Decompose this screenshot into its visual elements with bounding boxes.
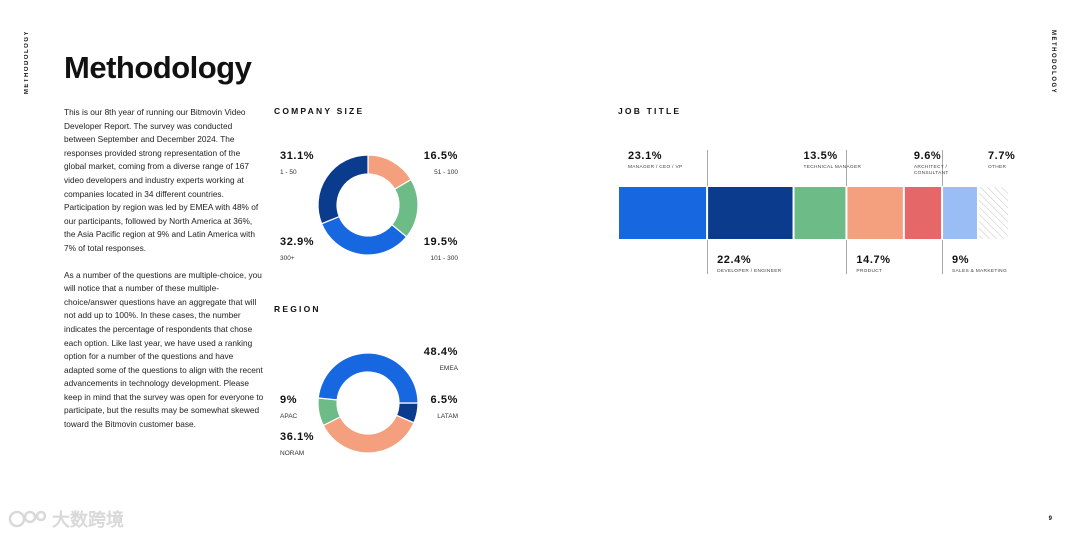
company-size-label-1-50: 31.1% 1 - 50 (280, 150, 314, 176)
label-tick (941, 150, 943, 186)
segment-percent: 22.4% (717, 254, 752, 266)
side-section-label-right: METHODOLOGY (1050, 30, 1056, 95)
company-size-label-101-300: 19.5% 101 - 300 (404, 236, 458, 262)
job-title-label: 13.5% TECHNICAL MANAGER (804, 150, 862, 171)
company-size-label-300plus: 32.9% 300+ (280, 236, 314, 262)
intro-paragraph-2: As a number of the questions are multipl… (64, 269, 264, 430)
segment-category: OTHER (987, 165, 1007, 170)
job-title-label: 9% SALES & MARKETING (952, 254, 1007, 275)
slice-category: EMEA (439, 365, 458, 372)
segment-percent: 9% (952, 254, 970, 266)
slice-percent: 32.9% (280, 236, 315, 248)
job-title-label: 23.1% MANAGER / CEO / VP (628, 150, 682, 171)
bar-segment-technical-manager (794, 187, 846, 239)
side-section-label-left: METHODOLOGY (24, 30, 30, 95)
job-title-title: JOB TITLE (618, 106, 682, 116)
watermark-logo-icon (8, 510, 47, 528)
page-number: 9 (1048, 516, 1052, 522)
slice-percent: 31.1% (280, 150, 315, 162)
region-label-noram: 36.1% NORAM (280, 431, 314, 457)
slice-percent: 19.5% (423, 236, 458, 248)
segment-category: SALES & MARKETING (952, 269, 1007, 274)
segment-category: MANAGER / CEO / VP (628, 165, 683, 170)
slice-percent: 16.5% (423, 150, 458, 162)
segment-category: PRODUCT (856, 269, 883, 274)
watermark: 大数跨境 (8, 506, 124, 532)
slice-percent: 6.5% (430, 394, 458, 406)
company-size-label-51-100: 16.5% 51 - 100 (404, 150, 458, 176)
segment-category: TECHNICAL MANAGER (803, 165, 862, 170)
label-tick (845, 150, 847, 186)
region-label-emea: 48.4% EMEA (404, 346, 458, 372)
bar-segment-developer-engineer (708, 187, 793, 239)
slice-percent: 48.4% (423, 346, 458, 358)
company-size-title: COMPANY SIZE (274, 106, 365, 116)
segment-category: DEVELOPER / ENGINEER (717, 269, 782, 274)
job-title-label: 9.6% ARCHITECT / CONSULTANT (914, 150, 954, 177)
label-tick (845, 240, 847, 274)
job-title-stacked-bar (619, 187, 1008, 239)
bar-segment-manager-ceo-vp (619, 187, 707, 239)
slice-percent: 36.1% (280, 431, 315, 443)
job-title-label: 7.7% OTHER (988, 150, 1015, 171)
slice-category: 300+ (280, 255, 295, 262)
bar-segment-other (978, 187, 1008, 239)
donut-slice-noram (322, 414, 415, 454)
segment-percent: 9.6% (913, 150, 942, 162)
slice-category: 1 - 50 (280, 169, 297, 176)
segment-percent: 13.5% (803, 150, 838, 162)
job-title-label: 14.7% PRODUCT (856, 254, 890, 275)
slice-category: 51 - 100 (434, 169, 458, 176)
region-donut (317, 352, 419, 454)
donut-slice-1-50 (317, 154, 369, 225)
slice-category: APAC (280, 413, 298, 420)
intro-text: This is our 8th year of running our Bitm… (64, 106, 264, 445)
company-size-donut (317, 154, 419, 256)
slice-category: NORAM (280, 450, 305, 457)
label-tick (941, 240, 943, 274)
intro-paragraph-1: This is our 8th year of running our Bitm… (64, 107, 259, 253)
slice-category: LATAM (437, 413, 458, 420)
slice-percent: 9% (280, 394, 298, 406)
label-tick (706, 150, 708, 186)
region-label-apac: 9% APAC (280, 394, 297, 420)
bar-segment-architect-consultant (904, 187, 942, 239)
label-tick (706, 240, 708, 274)
page-title: Methodology (64, 50, 252, 85)
job-title-label: 22.4% DEVELOPER / ENGINEER (717, 254, 781, 275)
slice-category: 101 - 300 (430, 255, 458, 262)
segment-percent: 7.7% (987, 150, 1016, 162)
segment-percent: 23.1% (628, 150, 663, 162)
donut-slice-emea (317, 352, 419, 404)
segment-category: ARCHITECT / CONSULTANT (913, 165, 949, 176)
watermark-text: 大数跨境 (52, 510, 124, 530)
bar-segment-sales-marketing (943, 187, 977, 239)
region-title: REGION (274, 304, 321, 314)
region-label-latam: 6.5% LATAM (404, 394, 458, 420)
bar-segment-product (847, 187, 903, 239)
segment-percent: 14.7% (856, 254, 891, 266)
